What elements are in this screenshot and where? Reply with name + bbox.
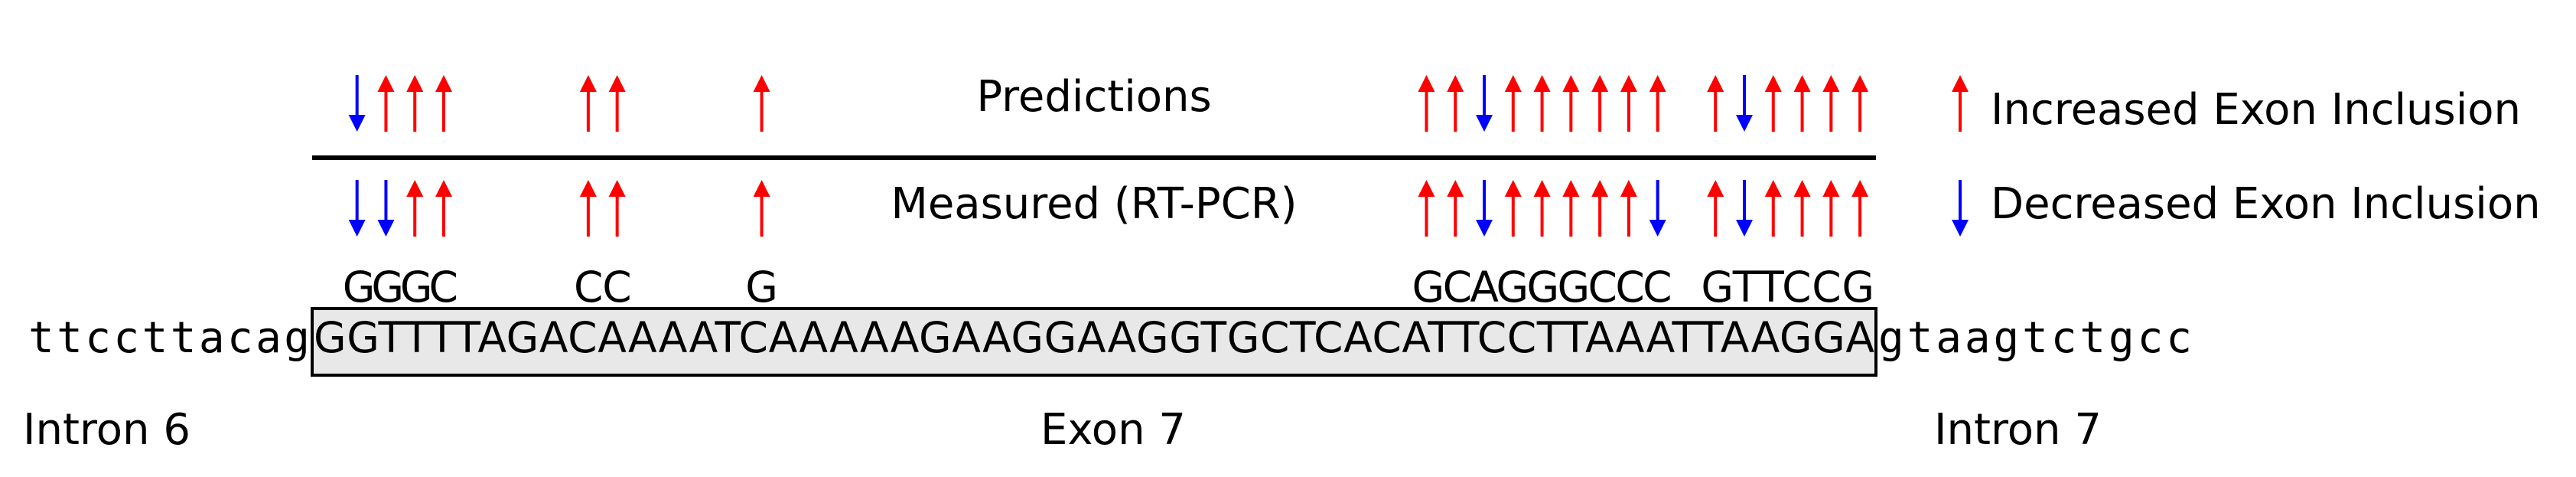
legend-down-arrow xyxy=(1952,180,1969,237)
prediction-arrow-up xyxy=(1418,75,1435,132)
prediction-arrow-down xyxy=(348,75,366,132)
legend-decreased-label: Decreased Exon Inclusion xyxy=(1991,179,2541,229)
exon-box xyxy=(311,307,1877,377)
measured-arrow-up xyxy=(753,180,770,237)
measured-arrow-up xyxy=(1620,180,1637,237)
prediction-arrow-down xyxy=(1476,75,1493,132)
measured-arrow-up xyxy=(1447,180,1464,237)
exon-7-sequence: GGTTTTAGACAAAATCAAAAAGAAGGAAGGTGCTCACATT… xyxy=(314,313,1874,362)
exon-7-label: Exon 7 xyxy=(1040,405,1186,455)
prediction-arrow-up xyxy=(377,75,395,132)
measured-arrow-up xyxy=(1418,180,1435,237)
legend-increased-arrow xyxy=(1952,75,1969,132)
prediction-arrow-up xyxy=(1562,75,1580,132)
measured-arrow-down xyxy=(1736,180,1753,237)
prediction-arrow-up xyxy=(1851,75,1869,132)
measured-arrow-up xyxy=(1504,180,1522,237)
prediction-arrow-up xyxy=(1822,75,1840,132)
measured-arrow-down xyxy=(377,180,395,237)
intron-7-label: Intron 7 xyxy=(1934,405,2102,455)
prediction-arrow-up xyxy=(1649,75,1666,132)
mutation-group-label: GCAGGGCCC xyxy=(1412,263,1672,312)
prediction-arrow-up xyxy=(753,75,770,132)
measured-arrow-up xyxy=(1562,180,1580,237)
intron-7-sequence: gtaagtctgcc xyxy=(1878,313,2192,363)
measured-arrow-up xyxy=(1533,180,1551,237)
prediction-arrow-up xyxy=(1504,75,1522,132)
measured-arrow-up xyxy=(1764,180,1782,237)
prediction-arrow-up xyxy=(1447,75,1464,132)
mutation-labels: GGGC CC G GCAGGGCCC GTTCCG xyxy=(343,263,1874,312)
predictions-label: Predictions xyxy=(976,72,1211,122)
measured-arrow-down xyxy=(1476,180,1493,237)
legend-up-arrow xyxy=(1952,75,1969,132)
measured-arrows xyxy=(348,180,1869,237)
mutation-group-label: GGGC xyxy=(343,263,458,312)
measured-arrow-up xyxy=(1851,180,1869,237)
legend-increased-label: Increased Exon Inclusion xyxy=(1991,85,2521,135)
measured-arrow-down xyxy=(348,180,366,237)
measured-arrow-up xyxy=(1822,180,1840,237)
prediction-arrow-up xyxy=(435,75,452,132)
measured-arrow-up xyxy=(579,180,597,237)
legend: Increased Exon Inclusion Decreased Exon … xyxy=(1952,75,2541,237)
measured-arrow-up xyxy=(435,180,452,237)
prediction-arrow-up xyxy=(1620,75,1637,132)
measured-arrow-up xyxy=(608,180,626,237)
prediction-arrow-up xyxy=(1793,75,1811,132)
mutation-group-label: G xyxy=(745,263,778,312)
measured-arrow-up xyxy=(1591,180,1609,237)
prediction-arrow-up xyxy=(608,75,626,132)
intron-6-label: Intron 6 xyxy=(23,405,191,455)
measured-arrow-up xyxy=(1793,180,1811,237)
measured-arrow-up xyxy=(406,180,424,237)
prediction-arrow-up xyxy=(406,75,424,132)
intron-6-sequence: ttccttacag xyxy=(28,313,310,363)
mutation-group-label: CC xyxy=(574,263,632,312)
prediction-arrow-down xyxy=(1736,75,1753,132)
mutation-group-label: GTTCCG xyxy=(1701,263,1874,312)
measured-label: Measured (RT-PCR) xyxy=(891,179,1298,229)
prediction-arrow-up xyxy=(1707,75,1724,132)
measured-arrow-down xyxy=(1649,180,1666,237)
legend-decreased-arrow xyxy=(1952,180,1969,237)
prediction-arrow-up xyxy=(579,75,597,132)
prediction-arrow-up xyxy=(1764,75,1782,132)
prediction-arrow-up xyxy=(1533,75,1551,132)
prediction-arrows xyxy=(348,75,1869,132)
measured-arrow-up xyxy=(1707,180,1724,237)
prediction-arrow-up xyxy=(1591,75,1609,132)
